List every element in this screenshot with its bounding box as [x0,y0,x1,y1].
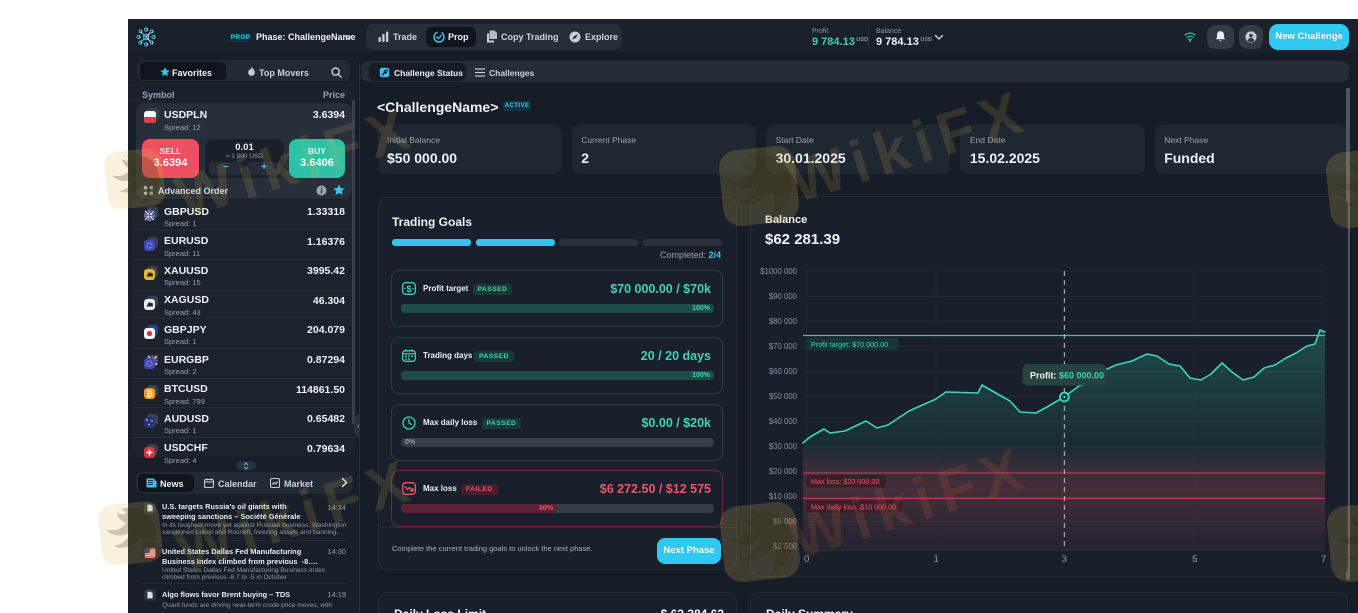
svg-text:Profit: $60 000.00: Profit: $60 000.00 [1030,370,1104,380]
svg-text:$90 000: $90 000 [769,292,798,301]
svg-text:3: 3 [1062,554,1067,565]
svg-text:$1000 000: $1000 000 [760,267,798,276]
svg-text:$10 000: $10 000 [769,492,798,501]
svg-text:7: 7 [1321,554,1326,565]
svg-text:$30 000: $30 000 [769,442,798,451]
svg-text:$40 000: $40 000 [769,417,798,426]
svg-text:1: 1 [933,554,938,565]
svg-text:Max daily loss: $10 000.00: Max daily loss: $10 000.00 [811,502,896,511]
svg-text:$2 500: $2 500 [773,542,798,551]
svg-text:0: 0 [804,554,809,565]
svg-text:$20 000: $20 000 [769,467,798,476]
svg-text:$70 000: $70 000 [769,342,798,351]
svg-text:$5 000: $5 000 [773,517,798,526]
svg-text:5: 5 [1192,554,1197,565]
svg-text:$60 000: $60 000 [769,367,798,376]
svg-text:Profit target: $70 000.00: Profit target: $70 000.00 [811,340,888,349]
svg-text:Max loss: $20 000.00: Max loss: $20 000.00 [811,477,879,486]
svg-text:$80 000: $80 000 [769,317,798,326]
svg-text:$: $ [406,284,411,294]
svg-text:$50 000: $50 000 [769,392,798,401]
svg-text:₿: ₿ [146,389,153,398]
